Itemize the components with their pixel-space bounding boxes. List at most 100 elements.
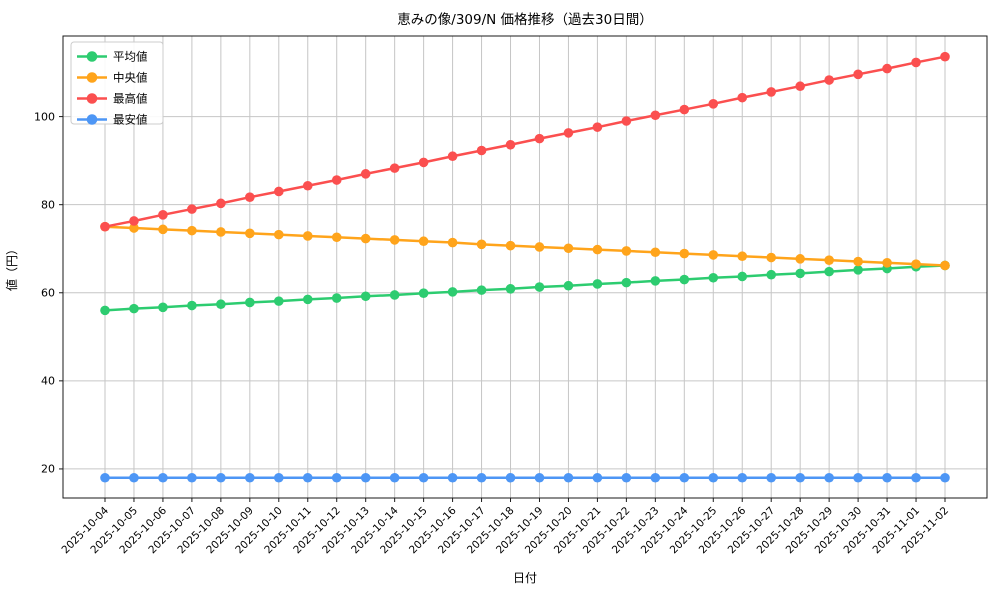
series-median-marker — [360, 233, 371, 244]
series-average-marker — [187, 300, 197, 311]
y-axis-title: 値（円） — [4, 243, 19, 291]
series-median-line — [103, 225, 947, 267]
series-average-marker — [505, 284, 516, 294]
legend-marker-sample — [86, 114, 98, 125]
series-average-marker — [302, 294, 313, 305]
series-max-marker — [911, 57, 921, 68]
series-median-marker — [273, 229, 284, 240]
series-average-marker — [679, 274, 690, 285]
series-median-marker — [795, 254, 805, 264]
series-median-marker — [882, 258, 892, 268]
series-median-marker — [679, 248, 690, 259]
series-median-marker — [158, 224, 168, 235]
series-average-marker — [129, 303, 139, 314]
series-max-marker — [766, 87, 777, 97]
legend-item-average: 平均値 — [77, 50, 148, 64]
series-min-marker — [360, 472, 371, 483]
series-max-marker — [331, 175, 342, 185]
series-average-marker — [563, 280, 574, 291]
series-median-marker — [737, 251, 748, 262]
series-median-marker — [621, 246, 632, 256]
y-tick-label: 60 — [41, 287, 55, 300]
gridlines — [63, 36, 987, 498]
series-median-marker — [911, 259, 921, 269]
series-max-marker — [737, 92, 748, 103]
series-min — [100, 472, 950, 483]
y-tick-label: 80 — [41, 198, 55, 211]
series-average-marker — [708, 272, 719, 283]
series-max-marker — [360, 169, 371, 179]
series-median-marker — [245, 228, 255, 239]
series-max-marker — [621, 116, 632, 126]
series-min-marker — [766, 472, 777, 483]
chart-generated-layer: 204060801002025-10-042025-10-052025-10-0… — [34, 35, 988, 556]
series-median-marker — [331, 232, 342, 243]
series-median-marker — [505, 240, 516, 251]
series-min-marker — [245, 472, 255, 483]
legend-label: 最安値 — [113, 113, 148, 127]
legend-label: 中央値 — [113, 71, 148, 85]
series-max — [100, 51, 950, 232]
series-max-marker — [129, 216, 139, 226]
series-median-marker — [447, 237, 458, 248]
series-average-marker — [273, 296, 284, 306]
series-min-marker — [940, 472, 950, 483]
series-median-marker — [824, 255, 834, 265]
y-tick-label: 40 — [41, 375, 55, 388]
y-tick-label: 100 — [34, 110, 55, 123]
legend-item-max: 最高値 — [77, 92, 148, 106]
series-average-marker — [853, 265, 863, 275]
series-median-marker — [766, 252, 777, 263]
series-max-marker — [216, 198, 226, 209]
series-average-marker — [100, 305, 110, 316]
series-max-marker — [650, 110, 661, 121]
series-min-marker — [824, 472, 834, 483]
legend-label: 最高値 — [113, 92, 148, 106]
series-min-marker — [331, 472, 342, 483]
series-max-marker — [505, 139, 516, 150]
series-max-marker — [882, 63, 892, 74]
series-min-marker — [158, 472, 168, 483]
x-axis-title: 日付 — [513, 571, 537, 585]
series-median-marker — [534, 242, 545, 252]
legend-label: 平均値 — [113, 50, 148, 64]
series-max-marker — [158, 210, 168, 220]
series-average-marker — [650, 276, 661, 286]
series-max-marker — [824, 75, 834, 85]
series-median-marker — [940, 260, 950, 271]
series-median-marker — [187, 225, 197, 236]
series-min-marker — [534, 472, 545, 483]
series-min-marker — [708, 472, 719, 483]
series-median-marker — [302, 231, 313, 241]
plot-border — [62, 35, 988, 499]
series-average-marker — [447, 287, 458, 297]
series-min-marker — [418, 472, 429, 483]
series-average-marker — [534, 282, 545, 292]
series-median-marker — [476, 239, 487, 250]
series-max-line — [103, 55, 947, 228]
series-average-marker — [389, 290, 400, 300]
series-max-marker — [447, 151, 458, 162]
series-min-marker — [187, 472, 197, 483]
series-min-marker — [621, 472, 632, 483]
series-median-marker — [389, 235, 400, 245]
series-max-marker — [592, 122, 603, 132]
series-average-marker — [795, 268, 805, 279]
series-average-marker — [360, 291, 371, 302]
series-min-marker — [592, 472, 603, 483]
series-average-marker — [418, 288, 429, 299]
series-average-marker — [476, 285, 487, 295]
legend-item-min: 最安値 — [77, 113, 148, 127]
series-average-marker — [766, 269, 777, 280]
series-max-marker — [273, 186, 284, 197]
series-max-marker — [245, 192, 255, 202]
series-max-marker — [100, 221, 110, 232]
series-min-marker — [650, 472, 661, 483]
series-median-marker — [708, 250, 719, 260]
series-median-marker — [563, 243, 574, 254]
series-median-marker — [418, 236, 429, 247]
series-median-marker — [650, 247, 661, 258]
series-min-marker — [447, 472, 458, 483]
legend-marker-sample — [86, 72, 98, 83]
